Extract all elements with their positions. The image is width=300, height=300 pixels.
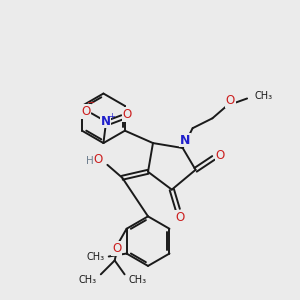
Text: O: O bbox=[81, 105, 90, 118]
Text: CH₃: CH₃ bbox=[87, 251, 105, 262]
Text: O: O bbox=[112, 242, 121, 255]
Text: O: O bbox=[123, 108, 132, 121]
Text: N: N bbox=[179, 134, 190, 147]
Text: −: − bbox=[88, 98, 96, 108]
Text: +: + bbox=[108, 112, 115, 121]
Text: O: O bbox=[175, 211, 184, 224]
Text: O: O bbox=[226, 94, 235, 107]
Text: CH₃: CH₃ bbox=[79, 275, 97, 285]
Text: O: O bbox=[93, 153, 102, 167]
Text: H: H bbox=[86, 156, 94, 166]
Text: CH₃: CH₃ bbox=[128, 275, 147, 285]
Text: CH₃: CH₃ bbox=[254, 91, 272, 100]
Text: N: N bbox=[100, 115, 110, 128]
Text: O: O bbox=[216, 149, 225, 162]
